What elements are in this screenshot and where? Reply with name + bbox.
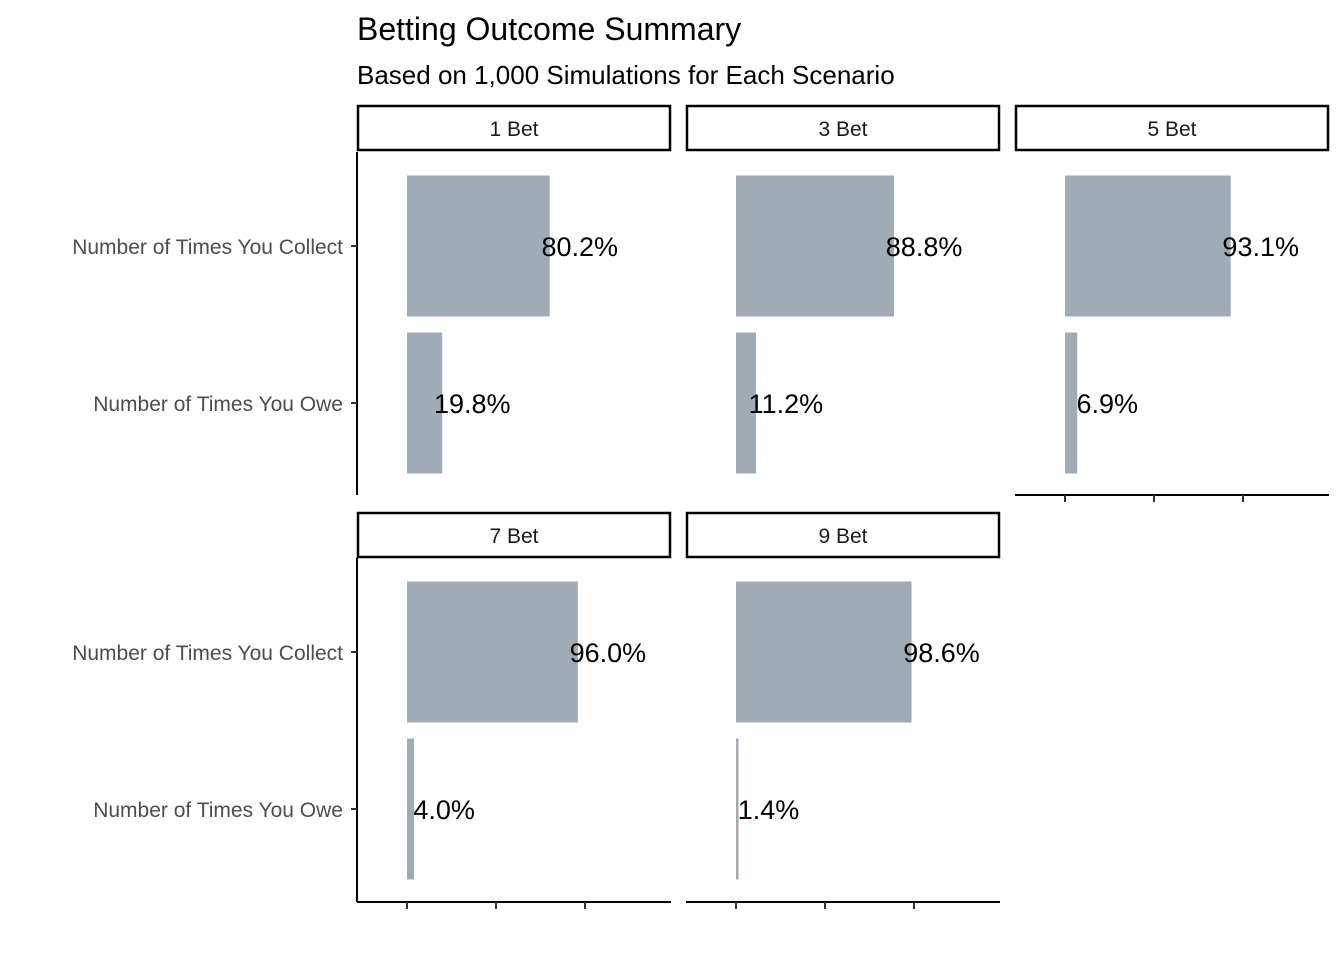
facet-strip-label: 3 Bet — [818, 118, 867, 141]
facet-strip-label: 9 Bet — [818, 525, 867, 548]
bar — [1065, 332, 1078, 474]
data-label: 80.2% — [541, 232, 618, 262]
facet-strip — [356, 511, 672, 559]
facet-strip-label: 5 Bet — [1147, 118, 1196, 141]
facet-strip — [685, 511, 1001, 559]
bar — [407, 332, 443, 474]
facet-strip-label: 1 Bet — [489, 118, 538, 141]
facet-strip — [356, 104, 672, 152]
bar — [1065, 175, 1231, 317]
y-tick-label: Number of Times You Owe — [93, 393, 343, 416]
bar — [407, 175, 550, 317]
data-label: 4.0% — [413, 795, 475, 825]
facet-strip — [685, 104, 1001, 152]
data-label: 6.9% — [1077, 389, 1139, 419]
data-label: 11.2% — [749, 389, 824, 419]
data-label: 98.6% — [903, 638, 980, 668]
bar — [407, 738, 415, 880]
data-label: 19.8% — [434, 389, 511, 419]
y-tick-label: Number of Times You Owe — [93, 799, 343, 822]
data-label: 93.1% — [1222, 232, 1299, 262]
data-label: 88.8% — [886, 232, 963, 262]
bar — [736, 738, 739, 880]
bar — [736, 175, 895, 317]
y-tick-label: Number of Times You Collect — [72, 642, 343, 665]
data-label: 1.4% — [738, 795, 800, 825]
facet-panels: 1 Bet 80.2% 19.8% Number of Times You Colle… — [72, 104, 1330, 909]
bar — [736, 332, 756, 474]
chart-title: Betting Outcome Summary — [357, 11, 741, 47]
data-label: 96.0% — [570, 638, 647, 668]
facet-strip-label: 7 Bet — [489, 525, 538, 548]
facet-strip — [1014, 104, 1330, 152]
chart-subtitle: Based on 1,000 Simulations for Each Scen… — [357, 60, 895, 90]
y-tick-label: Number of Times You Collect — [72, 236, 343, 259]
bar — [736, 581, 912, 723]
bar — [407, 581, 578, 723]
